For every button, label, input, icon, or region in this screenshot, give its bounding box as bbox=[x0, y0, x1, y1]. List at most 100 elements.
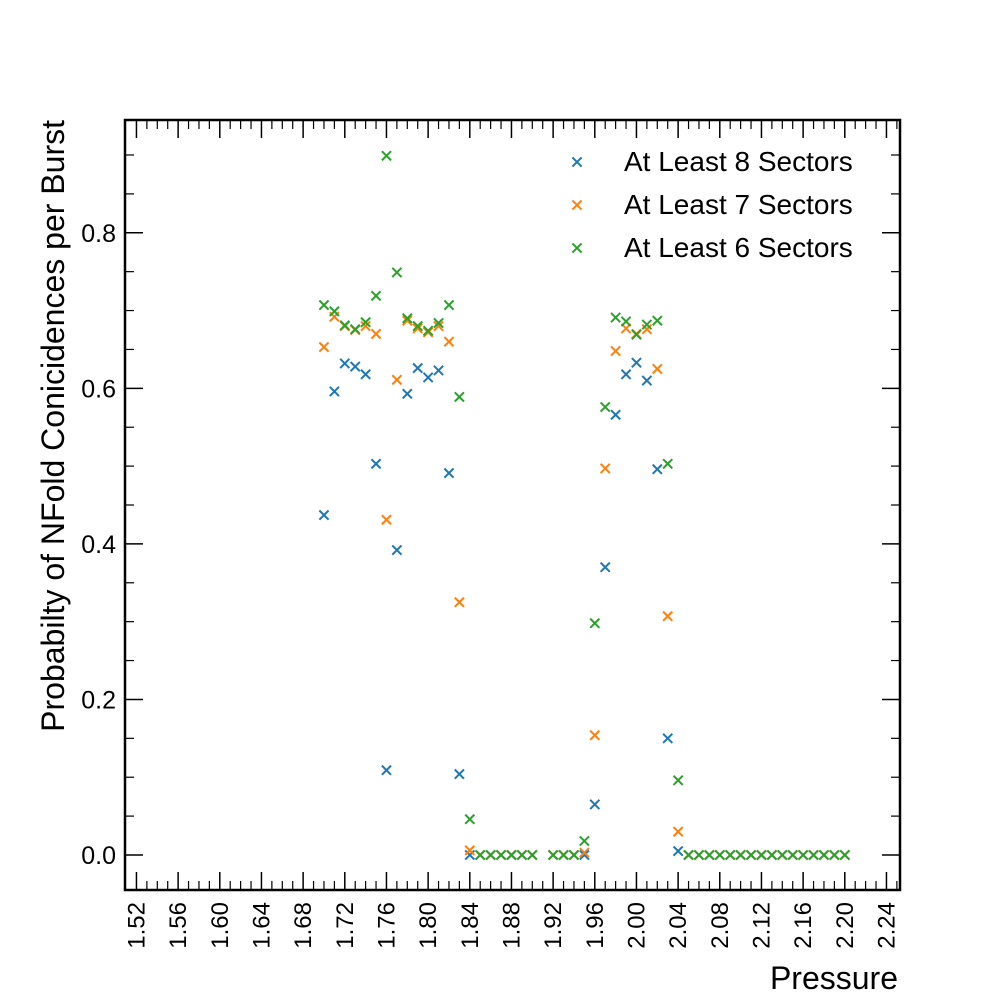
marker-stroke bbox=[589, 729, 601, 741]
data-point bbox=[433, 365, 444, 376]
marker-stroke bbox=[422, 327, 434, 338]
x-tick-label: 2.00 bbox=[623, 902, 650, 949]
data-point bbox=[610, 409, 621, 421]
marker-stroke bbox=[839, 849, 851, 861]
legend-marker bbox=[571, 242, 583, 254]
data-point bbox=[579, 835, 590, 847]
data-point bbox=[787, 849, 799, 861]
legend-label: At Least 6 Sectors bbox=[624, 232, 853, 263]
marker-stroke bbox=[412, 320, 424, 332]
data-point bbox=[422, 372, 434, 383]
marker-stroke bbox=[766, 849, 778, 861]
data-point bbox=[599, 463, 611, 474]
marker-stroke bbox=[318, 299, 330, 311]
marker-stroke bbox=[662, 458, 674, 470]
data-point bbox=[808, 849, 819, 861]
legend-marker bbox=[571, 156, 583, 168]
data-point bbox=[589, 617, 601, 629]
data-point bbox=[412, 320, 424, 332]
data-point bbox=[329, 386, 340, 397]
legend-marker bbox=[571, 199, 583, 211]
x-tick-label: 1.72 bbox=[332, 902, 359, 949]
series-1 bbox=[318, 357, 851, 861]
y-axis: 0.0 0.2 0.4 0.6 0.8 bbox=[81, 220, 900, 870]
data-point bbox=[579, 847, 590, 858]
marker-stroke bbox=[641, 375, 653, 386]
data-point bbox=[651, 315, 663, 326]
marker-stroke bbox=[662, 610, 674, 622]
data-point bbox=[360, 369, 371, 380]
marker-stroke bbox=[704, 849, 715, 861]
data-point bbox=[474, 849, 486, 861]
data-point bbox=[631, 329, 642, 340]
marker-stroke bbox=[360, 320, 371, 332]
marker-stroke bbox=[485, 849, 496, 861]
marker-stroke bbox=[370, 290, 382, 302]
x-tick-label: 2.24 bbox=[873, 902, 900, 949]
data-point bbox=[547, 849, 559, 861]
marker-stroke bbox=[329, 386, 340, 397]
data-point bbox=[735, 849, 746, 861]
marker-stroke bbox=[641, 319, 653, 330]
marker-stroke bbox=[579, 847, 590, 858]
marker-stroke bbox=[571, 156, 583, 168]
data-point bbox=[391, 544, 403, 556]
marker-stroke bbox=[360, 369, 371, 380]
data-point bbox=[672, 775, 684, 786]
data-point bbox=[454, 768, 465, 780]
data-point bbox=[391, 267, 403, 278]
marker-stroke bbox=[401, 315, 413, 326]
marker-stroke bbox=[776, 849, 788, 861]
marker-stroke bbox=[329, 306, 340, 317]
marker-stroke bbox=[433, 365, 444, 376]
marker-stroke bbox=[662, 733, 674, 744]
marker-stroke bbox=[610, 409, 621, 421]
data-point bbox=[464, 845, 476, 856]
data-point bbox=[641, 375, 653, 386]
data-point bbox=[339, 358, 351, 369]
marker-stroke bbox=[370, 458, 382, 470]
data-point bbox=[349, 323, 361, 335]
data-point bbox=[558, 849, 569, 861]
x-tick-label: 2.04 bbox=[665, 902, 692, 949]
x-tick-label: 1.76 bbox=[373, 902, 400, 949]
marker-stroke bbox=[391, 374, 403, 386]
data-point bbox=[412, 362, 424, 374]
plot-points bbox=[318, 150, 851, 861]
data-point bbox=[641, 323, 653, 335]
series-3 bbox=[318, 150, 851, 861]
data-point bbox=[401, 313, 413, 324]
data-point bbox=[714, 849, 726, 861]
x-tick-label: 1.92 bbox=[540, 902, 567, 949]
marker-stroke bbox=[568, 849, 580, 861]
y-axis-label: Probabilty of NFold Conicidences per Bur… bbox=[35, 120, 71, 732]
data-point bbox=[693, 849, 705, 861]
marker-stroke bbox=[547, 849, 559, 861]
data-point bbox=[370, 328, 382, 340]
data-point bbox=[433, 317, 444, 329]
legend-item: At Least 7 Sectors bbox=[571, 189, 853, 220]
marker-stroke bbox=[381, 764, 392, 776]
plot-frame bbox=[123, 118, 902, 892]
data-point bbox=[745, 849, 757, 861]
data-point bbox=[818, 849, 830, 861]
marker-stroke bbox=[526, 849, 538, 861]
data-point bbox=[672, 845, 684, 857]
marker-stroke bbox=[589, 617, 601, 629]
marker-stroke bbox=[620, 369, 632, 380]
marker-stroke bbox=[412, 323, 424, 334]
x-tick-label: 1.84 bbox=[457, 902, 484, 949]
marker-stroke bbox=[651, 315, 663, 326]
data-point bbox=[568, 849, 580, 861]
marker-stroke bbox=[443, 299, 455, 311]
series-2 bbox=[318, 311, 851, 861]
marker-stroke bbox=[745, 849, 757, 861]
marker-stroke bbox=[349, 323, 361, 335]
y-tick-label: 0.8 bbox=[81, 220, 116, 248]
data-point bbox=[495, 849, 507, 861]
data-point bbox=[579, 849, 590, 861]
legend-item: At Least 6 Sectors bbox=[571, 232, 853, 263]
marker-stroke bbox=[474, 849, 486, 861]
data-point bbox=[401, 388, 413, 400]
